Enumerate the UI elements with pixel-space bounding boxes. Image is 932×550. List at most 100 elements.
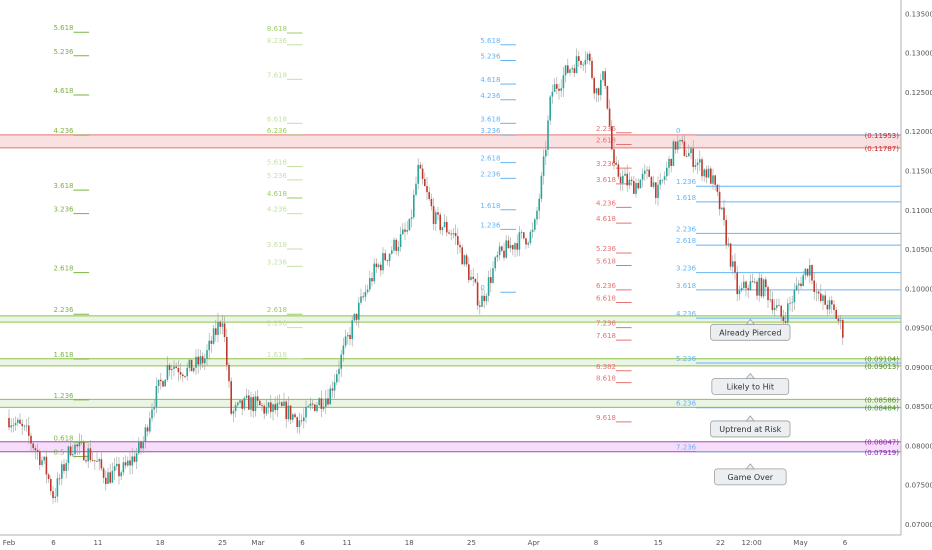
- candle-body: [377, 264, 380, 268]
- candle-body: [595, 88, 598, 94]
- candle-body: [553, 84, 556, 92]
- candle-body: [523, 232, 525, 239]
- fib-level-label: 1.618: [267, 351, 287, 359]
- candle-body: [228, 364, 230, 382]
- candle-body: [485, 295, 488, 302]
- candle-body: [386, 260, 389, 261]
- candle-body: [322, 406, 325, 409]
- candle-body: [822, 295, 824, 301]
- candle-body: [252, 397, 254, 412]
- candle-body: [762, 279, 765, 297]
- candle-body: [355, 313, 358, 320]
- candle-body: [19, 419, 21, 424]
- candle-body: [589, 53, 591, 61]
- candle-body: [399, 234, 402, 248]
- candle-body: [250, 397, 252, 410]
- fib-level-label: 4.236: [676, 310, 697, 318]
- candle-body: [701, 159, 703, 177]
- candle-body: [199, 356, 202, 365]
- candle-body: [320, 398, 323, 409]
- candle-body: [714, 175, 716, 185]
- candle-body: [734, 261, 736, 273]
- fib-level-label: 3.236: [596, 160, 617, 168]
- candle-body: [694, 165, 697, 167]
- candle-body: [441, 227, 444, 231]
- candle-body: [72, 454, 74, 456]
- candle-body: [754, 281, 756, 283]
- fib-level-label: 2.618: [676, 237, 696, 245]
- candle-body: [481, 295, 483, 307]
- candle-body: [58, 478, 61, 480]
- candle-body: [421, 168, 424, 179]
- candle-body: [100, 459, 103, 469]
- candle-body: [208, 340, 210, 351]
- candle-body: [34, 448, 37, 451]
- candle-body: [443, 222, 446, 228]
- fib-level-label: 2.236: [480, 170, 501, 178]
- candle-body: [316, 405, 318, 412]
- candle-body: [89, 448, 92, 461]
- candle-body: [452, 233, 455, 235]
- candle-body: [393, 239, 395, 251]
- fib-level-label: 5.236: [676, 355, 697, 363]
- candle-body: [65, 463, 67, 471]
- candle-body: [113, 466, 116, 471]
- x-tick-label: 18: [405, 539, 414, 547]
- candle-body: [278, 402, 281, 404]
- candle-body: [815, 291, 818, 293]
- fib-level-label: 4.618: [596, 215, 616, 223]
- candle-body: [639, 179, 642, 189]
- candle-body: [514, 243, 516, 250]
- candle-body: [771, 299, 774, 311]
- candle-body: [419, 164, 422, 169]
- candle-body: [10, 425, 12, 428]
- candle-body: [397, 247, 400, 251]
- candle-body: [437, 212, 439, 215]
- fib-level-label: 0.618: [53, 434, 73, 442]
- y-tick-label: 0.08500: [905, 403, 932, 411]
- candle-body: [705, 169, 708, 178]
- candle-body: [597, 88, 600, 96]
- candle-body: [294, 414, 296, 418]
- x-tick-label: 6: [51, 539, 56, 547]
- y-tick-label: 0.07500: [905, 482, 932, 490]
- fib-level-label: 3.618: [53, 182, 73, 190]
- candle-body: [666, 167, 668, 177]
- candle-body: [56, 478, 59, 497]
- candle-body: [547, 120, 549, 150]
- y-tick-label: 0.08000: [905, 442, 932, 450]
- candle-body: [413, 194, 415, 218]
- candle-body: [663, 176, 666, 180]
- annotation-pointer: [745, 463, 756, 470]
- candle-body: [769, 299, 771, 301]
- x-tick-label: 12:00: [742, 539, 762, 547]
- candle-body: [303, 417, 305, 422]
- candle-body: [685, 155, 688, 157]
- zone-band: [0, 134, 901, 148]
- candle-body: [210, 340, 213, 344]
- candle-body: [622, 175, 624, 184]
- candle-body: [188, 359, 191, 368]
- candle-body: [611, 126, 613, 150]
- candle-body: [474, 278, 477, 283]
- candle-body: [30, 435, 32, 444]
- candle-body: [369, 278, 371, 290]
- candle-body: [254, 396, 257, 412]
- candle-body: [813, 280, 815, 293]
- candle-body: [78, 441, 81, 447]
- candle-body: [120, 472, 122, 477]
- candle-body: [476, 282, 479, 306]
- candle-body: [417, 164, 419, 184]
- x-tick-label: Apr: [528, 539, 540, 547]
- candle-body: [503, 250, 505, 258]
- y-tick-label: 0.10500: [905, 246, 932, 254]
- candle-body: [142, 441, 144, 449]
- candle-body: [529, 231, 532, 243]
- candle-body: [52, 491, 54, 499]
- fibonacci-levels: 5.618 5.236 4.618 4.236 3.618 3.236 2.618 2.236…: [53, 24, 901, 457]
- candle-body: [347, 334, 349, 337]
- candle-body: [166, 365, 169, 380]
- candle-body: [133, 456, 136, 462]
- candle-body: [272, 404, 274, 412]
